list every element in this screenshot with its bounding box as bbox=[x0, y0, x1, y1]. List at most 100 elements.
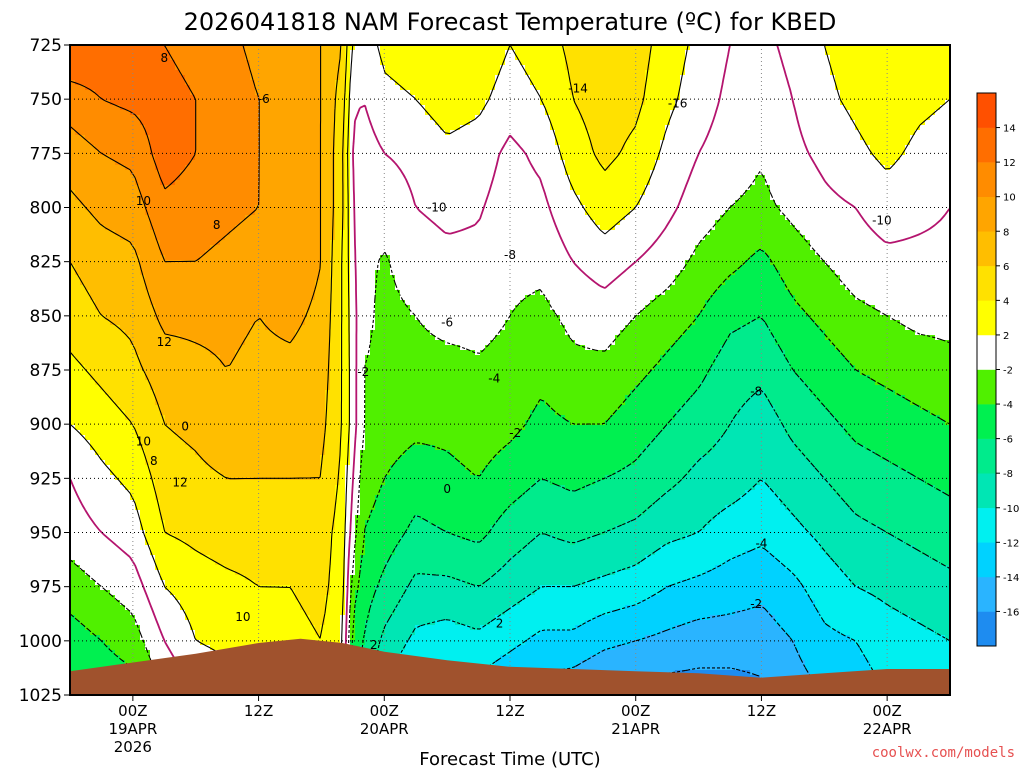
field-cell bbox=[655, 160, 661, 166]
field-cell bbox=[910, 180, 916, 186]
field-cell bbox=[155, 175, 161, 181]
field-cell bbox=[100, 175, 106, 181]
field-cell bbox=[225, 45, 231, 51]
field-cell bbox=[580, 75, 586, 81]
field-cell bbox=[440, 110, 446, 116]
field-cell bbox=[135, 140, 141, 146]
field-cell bbox=[840, 50, 846, 56]
field-cell bbox=[540, 110, 546, 116]
field-cell bbox=[625, 120, 631, 126]
field-cell bbox=[125, 165, 131, 171]
field-cell bbox=[390, 45, 396, 51]
field-cell bbox=[330, 105, 336, 111]
field-cell bbox=[395, 85, 401, 91]
field-cell bbox=[595, 50, 601, 56]
field-cell bbox=[395, 105, 401, 111]
field-cell bbox=[535, 60, 541, 66]
field-cell bbox=[510, 55, 516, 61]
field-cell bbox=[170, 120, 176, 126]
field-cell bbox=[690, 130, 696, 136]
field-cell bbox=[445, 55, 451, 61]
field-cell bbox=[285, 45, 291, 51]
field-cell bbox=[890, 110, 896, 116]
field-cell bbox=[485, 80, 491, 86]
field-cell bbox=[505, 160, 511, 166]
field-cell bbox=[770, 90, 776, 96]
field-cell bbox=[75, 160, 81, 166]
field-cell bbox=[365, 90, 371, 96]
field-cell bbox=[630, 150, 636, 156]
field-cell bbox=[415, 100, 421, 106]
field-cell bbox=[735, 130, 741, 136]
field-cell bbox=[220, 50, 226, 56]
field-cell bbox=[850, 160, 856, 166]
field-cell bbox=[715, 120, 721, 126]
field-cell bbox=[515, 170, 521, 176]
field-cell bbox=[820, 145, 826, 151]
field-cell bbox=[300, 180, 306, 186]
field-cell bbox=[425, 60, 431, 66]
field-cell bbox=[480, 165, 486, 171]
field-cell bbox=[390, 140, 396, 146]
field-cell bbox=[365, 150, 371, 156]
field-cell bbox=[70, 155, 76, 161]
field-cell bbox=[530, 100, 536, 106]
field-cell bbox=[805, 140, 811, 146]
field-cell bbox=[830, 175, 836, 181]
field-cell bbox=[310, 70, 316, 76]
field-cell bbox=[445, 85, 451, 91]
field-cell bbox=[160, 65, 166, 71]
field-cell bbox=[455, 95, 461, 101]
field-cell bbox=[720, 145, 726, 151]
field-cell bbox=[525, 100, 531, 106]
field-cell bbox=[515, 180, 521, 186]
field-cell bbox=[285, 80, 291, 86]
field-cell bbox=[350, 90, 356, 96]
field-cell bbox=[115, 60, 121, 66]
field-cell bbox=[780, 170, 786, 176]
field-cell bbox=[500, 65, 506, 71]
field-cell bbox=[905, 170, 911, 176]
field-cell bbox=[315, 145, 321, 151]
field-cell bbox=[810, 55, 816, 61]
field-cell bbox=[725, 100, 731, 106]
field-cell bbox=[420, 75, 426, 81]
field-cell bbox=[215, 70, 221, 76]
field-cell bbox=[945, 55, 951, 61]
field-cell bbox=[105, 55, 111, 61]
field-cell bbox=[320, 50, 326, 56]
field-cell bbox=[575, 175, 581, 181]
field-cell bbox=[505, 155, 511, 161]
field-cell bbox=[740, 75, 746, 81]
field-cell bbox=[370, 120, 376, 126]
field-cell bbox=[880, 50, 886, 56]
field-cell bbox=[720, 150, 726, 156]
field-cell bbox=[945, 105, 951, 111]
field-cell bbox=[865, 120, 871, 126]
field-cell bbox=[840, 65, 846, 71]
field-cell bbox=[110, 80, 116, 86]
field-cell bbox=[265, 85, 271, 91]
field-cell bbox=[745, 150, 751, 156]
field-cell bbox=[330, 170, 336, 176]
field-cell bbox=[410, 125, 416, 131]
field-cell bbox=[780, 180, 786, 186]
field-cell bbox=[440, 165, 446, 171]
field-cell bbox=[425, 55, 431, 61]
field-cell bbox=[830, 95, 836, 101]
field-cell bbox=[85, 80, 91, 86]
field-cell bbox=[125, 80, 131, 86]
field-cell bbox=[300, 185, 306, 191]
field-cell bbox=[555, 120, 561, 126]
field-cell bbox=[310, 55, 316, 61]
field-cell bbox=[850, 180, 856, 186]
field-cell bbox=[795, 130, 801, 136]
field-cell bbox=[785, 65, 791, 71]
field-cell bbox=[305, 170, 311, 176]
field-cell bbox=[360, 180, 366, 186]
field-cell bbox=[790, 105, 796, 111]
field-cell bbox=[555, 60, 561, 66]
field-cell bbox=[410, 130, 416, 136]
field-cell bbox=[625, 170, 631, 176]
field-cell bbox=[160, 100, 166, 106]
